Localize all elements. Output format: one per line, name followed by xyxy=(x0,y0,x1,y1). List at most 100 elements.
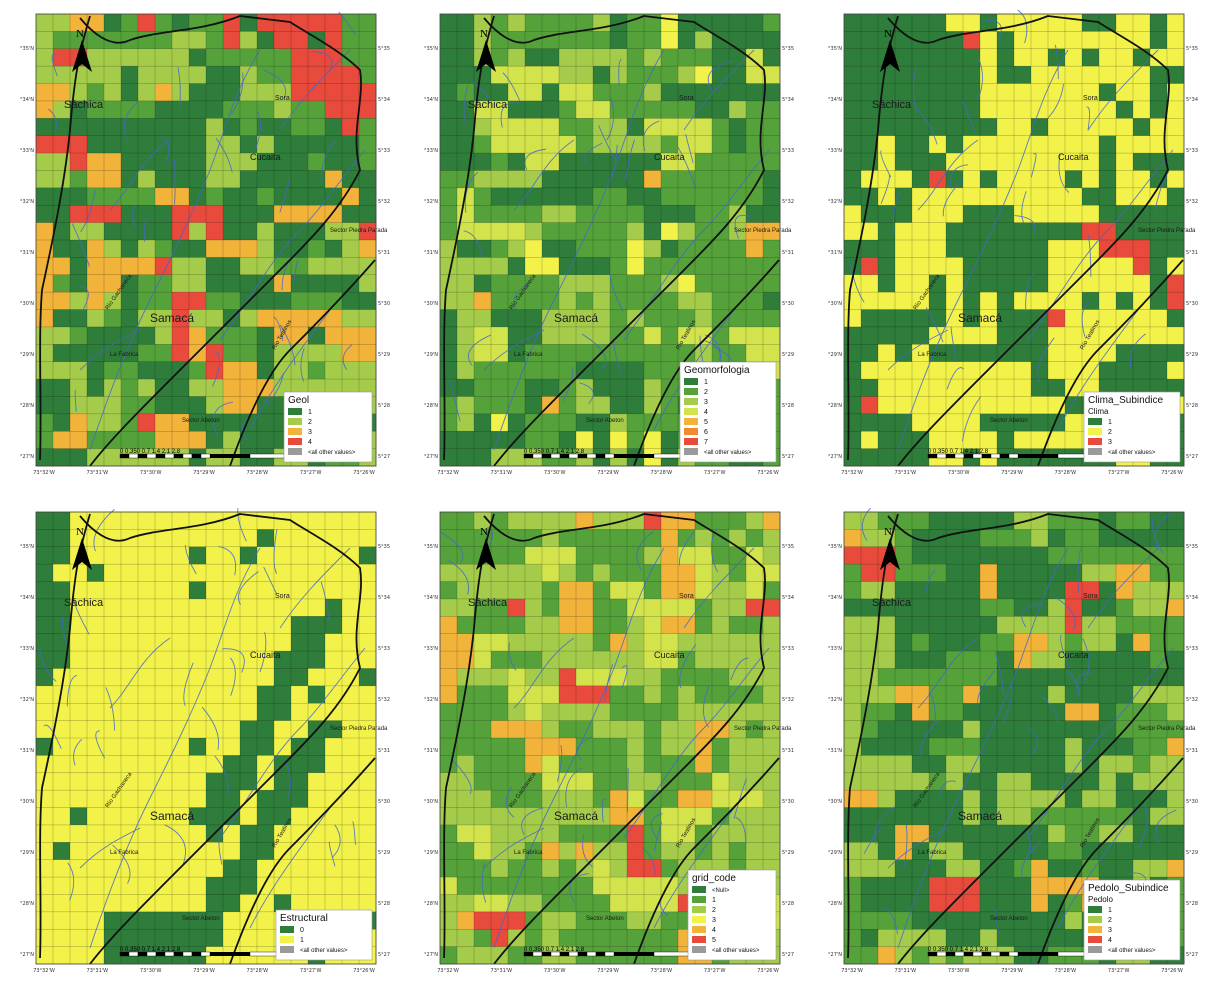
legend-swatch xyxy=(692,946,706,953)
lat-tick-label: 5°28'N xyxy=(828,403,842,409)
lon-tick-label: 73°32'W xyxy=(437,470,459,476)
lat-tick-label: 5°33'N xyxy=(782,646,794,652)
legend-swatch xyxy=(1088,946,1102,953)
legend-title: Pedolo_Subindice xyxy=(1088,883,1169,894)
lat-tick-label: 5°33'N xyxy=(782,148,794,154)
rivers xyxy=(440,526,770,949)
lat-tick-label: 5°34'N xyxy=(782,595,794,601)
rivers xyxy=(448,49,770,451)
place-label-cucaita: Cucaita xyxy=(1058,650,1089,660)
north-arrow-icon: N xyxy=(476,526,496,570)
lat-tick-label: 5°28'N xyxy=(782,901,794,907)
lat-tick-label: 5°29'N xyxy=(378,850,390,856)
lon-tick-label: 73°32'W xyxy=(33,968,55,974)
lat-tick-label: 5°28'N xyxy=(782,403,794,409)
legend-item-label: <all other values> xyxy=(704,450,752,456)
legend-swatch xyxy=(692,926,706,933)
lon-tick-label: 73°30'W xyxy=(948,470,970,476)
coordinate-labels: 73°32'W 73°31'W 73°30'W 73°29'W 73°28'W 73°27… xyxy=(20,544,390,974)
lon-tick-label: 73°29'W xyxy=(193,470,215,476)
lat-tick-label: 5°28'N xyxy=(1186,403,1198,409)
lon-tick-label: 73°31'W xyxy=(895,968,917,974)
raster-grid xyxy=(36,14,377,467)
lat-tick-label: 5°35'N xyxy=(424,46,438,52)
legend-item-label: 2 xyxy=(1108,917,1112,924)
municipal-boundaries xyxy=(847,15,1184,467)
map-panel-grid_code: 73°32'W 73°31'W 73°30'W 73°29'W 73°28'W 73°27… xyxy=(424,508,794,994)
map-panel-geol: 73°32'W 73°31'W 73°30'W 73°29'W 73°28'W 73°27… xyxy=(20,10,390,496)
lon-tick-label: 73°27'W xyxy=(704,968,726,974)
legend-swatch xyxy=(288,438,302,445)
municipal-boundaries xyxy=(443,15,780,467)
map-panel-pedolo: 73°32'W 73°31'W 73°30'W 73°29'W 73°28'W 73°27… xyxy=(828,508,1198,994)
lat-tick-label: 5°35'N xyxy=(20,544,34,550)
place-label-sachica: Sáchica xyxy=(64,99,104,111)
legend-item-label: 7 xyxy=(704,439,708,446)
legend-item-label: 5 xyxy=(704,419,708,426)
lat-tick-label: 5°30'N xyxy=(424,301,438,307)
lon-tick-label: 73°29'W xyxy=(597,968,619,974)
legend-item-label: 4 xyxy=(1108,937,1112,944)
lon-tick-label: 73°28'W xyxy=(247,470,269,476)
legend-item-label: 1 xyxy=(300,937,304,944)
lat-tick-label: 5°34'N xyxy=(782,97,794,103)
lat-tick-label: 5°35'N xyxy=(782,544,794,550)
lat-tick-label: 5°30'N xyxy=(782,301,794,307)
lat-tick-label: 5°28'N xyxy=(424,901,438,907)
north-arrow-icon: N xyxy=(880,28,900,72)
lat-tick-label: 5°34'N xyxy=(828,595,842,601)
municipal-boundaries xyxy=(39,513,376,965)
north-label: N xyxy=(76,526,84,538)
municipal-boundaries xyxy=(39,15,376,467)
legend-item-label: 1 xyxy=(1108,419,1112,426)
legend: Geol 1 2 3 4 <all other values> xyxy=(283,391,373,463)
legend-swatch xyxy=(1088,428,1102,435)
lat-tick-label: 5°27'N xyxy=(378,454,390,460)
legend-swatch xyxy=(1088,438,1102,445)
municipal-boundaries xyxy=(847,513,1184,965)
lon-tick-label: 73°32'W xyxy=(33,470,55,476)
lat-tick-label: 5°30'N xyxy=(20,301,34,307)
legend-item-label: 1 xyxy=(1108,907,1112,914)
scale-ticks: 0 0.350 0.7 1.4 2.1 2.8 xyxy=(120,449,181,455)
place-label-samaca: Samacá xyxy=(554,809,598,823)
legend-item-label: 1 xyxy=(712,897,716,904)
lat-tick-label: 5°27'N xyxy=(20,454,34,460)
legend-swatch xyxy=(288,418,302,425)
lat-tick-label: 5°31'N xyxy=(20,748,34,754)
place-label-sora: Sora xyxy=(1083,593,1098,600)
lat-tick-label: 5°32'N xyxy=(782,199,794,205)
legend-swatch xyxy=(1088,926,1102,933)
legend-title: grid_code xyxy=(692,873,736,884)
lat-tick-label: 5°34'N xyxy=(424,595,438,601)
place-label-cucaita: Cucaita xyxy=(654,152,685,162)
legend-subtitle: Pedolo xyxy=(1088,895,1113,904)
lon-tick-label: 73°31'W xyxy=(87,968,109,974)
scale-ticks: 0 0.350 0.7 1.4 2.1 2.8 xyxy=(120,947,181,953)
lon-tick-label: 73°26'W xyxy=(757,968,779,974)
legend-swatch xyxy=(684,388,698,395)
north-label: N xyxy=(884,28,892,40)
legend-item-label: <all other values> xyxy=(1108,450,1156,456)
lat-tick-label: 5°31'N xyxy=(782,748,794,754)
lon-tick-label: 73°30'W xyxy=(140,470,162,476)
legend-item-label: 1 xyxy=(308,409,312,416)
lon-tick-label: 73°32'W xyxy=(841,470,863,476)
lon-tick-label: 73°28'W xyxy=(1055,968,1077,974)
lon-tick-label: 73°28'W xyxy=(247,968,269,974)
legend-swatch xyxy=(692,886,706,893)
legend-item-label: 4 xyxy=(308,439,312,446)
place-label-sector-abeton: Sector Abeton xyxy=(586,418,624,424)
place-label-sachica: Sáchica xyxy=(468,99,508,111)
place-label-la-fabrica: La Fabrica xyxy=(110,352,139,358)
legend-title: Geol xyxy=(288,395,309,406)
lat-tick-label: 5°34'N xyxy=(1186,595,1198,601)
legend-swatch xyxy=(684,398,698,405)
place-label-samaca: Samacá xyxy=(958,311,1002,325)
north-arrow-icon: N xyxy=(476,28,496,72)
lat-tick-label: 5°32'N xyxy=(1186,199,1198,205)
map-frame xyxy=(439,511,781,965)
legend-swatch xyxy=(684,428,698,435)
lon-tick-label: 73°27'W xyxy=(704,470,726,476)
place-label-sora: Sora xyxy=(679,95,694,102)
